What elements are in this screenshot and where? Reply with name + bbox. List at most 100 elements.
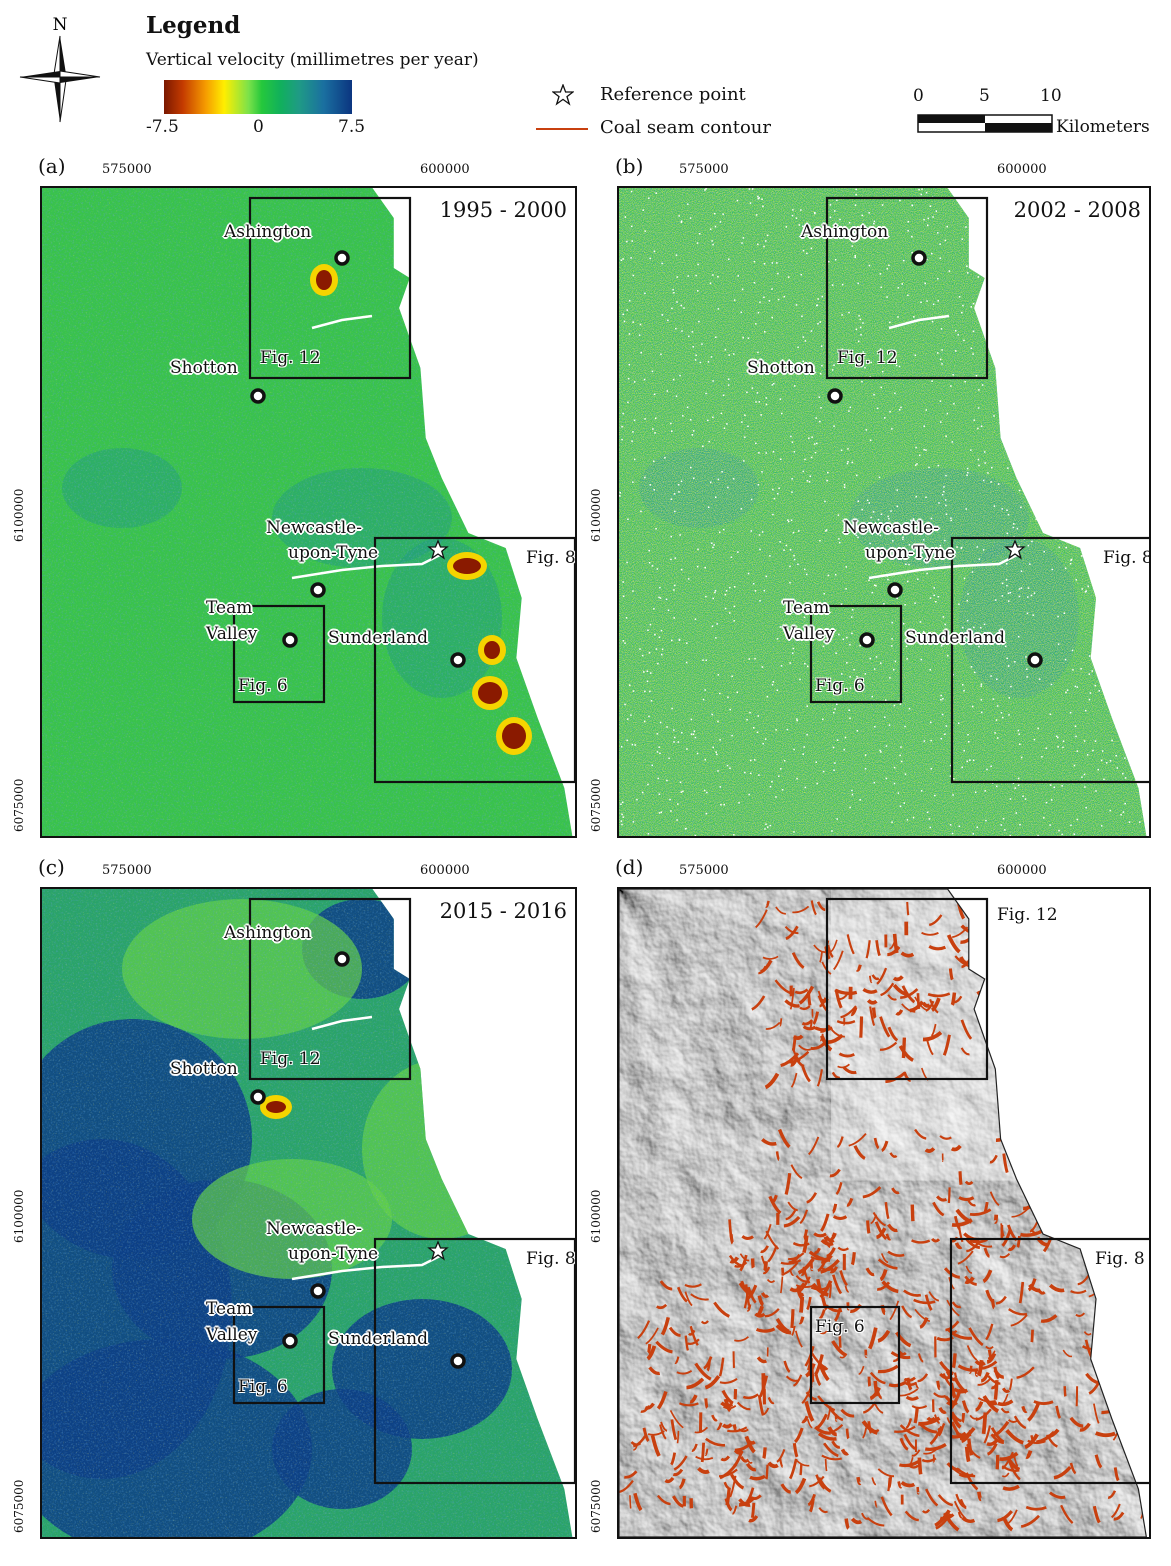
place-shotton: Shotton <box>747 358 815 378</box>
y-tick-label: 6075000 <box>589 778 603 832</box>
town-marker-icon <box>334 250 350 266</box>
scale-tick-10: 10 <box>1040 86 1062 106</box>
fig12-extent-box <box>825 196 989 380</box>
panel-letter: (a) <box>38 154 66 178</box>
north-label: N <box>53 15 68 35</box>
fig6-label: Fig. 6 <box>815 676 865 696</box>
map-raster <box>619 188 1149 836</box>
place-sunderland: Sunderland <box>328 628 429 648</box>
x-tick-label: 575000 <box>679 162 729 177</box>
coal-seam-label: Coal seam contour <box>600 117 772 138</box>
map-raster <box>42 188 575 836</box>
x-tick-label: 575000 <box>102 863 152 878</box>
town-marker-icon <box>911 250 927 266</box>
fig12-label: Fig. 12 <box>260 348 321 368</box>
place-team: Team <box>206 1299 253 1319</box>
reference-star-icon <box>1004 539 1026 560</box>
reference-point-label: Reference point <box>600 84 746 105</box>
town-marker-icon <box>859 632 875 648</box>
town-marker-icon <box>1027 652 1043 668</box>
place-ashington: Ashington <box>224 222 312 242</box>
fig8-label: Fig. 8 <box>526 548 576 568</box>
fig8-label: Fig. 8 <box>1103 548 1151 568</box>
fig8-label: Fig. 8 <box>1095 1249 1145 1269</box>
colorbar-tick-max: 7.5 <box>338 117 366 137</box>
panel-letter: (c) <box>38 855 65 879</box>
fig8-extent-box <box>373 1237 575 1485</box>
town-marker-icon <box>250 1089 266 1105</box>
town-marker-icon <box>282 632 298 648</box>
place-valley: Valley <box>206 624 258 644</box>
fig12-extent-box <box>248 897 412 1081</box>
place-newcastle-2: upon-Tyne <box>865 543 956 563</box>
y-tick-label: 6100000 <box>12 488 26 542</box>
fig6-extent-box <box>809 604 903 704</box>
legend-subtitle: Vertical velocity (millimetres per year) <box>146 50 479 70</box>
place-newcastle-2: upon-Tyne <box>288 543 379 563</box>
scale-tick-0: 0 <box>913 86 924 106</box>
y-tick-label: 6100000 <box>589 488 603 542</box>
scale-bar <box>917 114 1053 133</box>
x-tick-label: 600000 <box>420 863 470 878</box>
place-team: Team <box>783 598 830 618</box>
place-team: Team <box>206 598 253 618</box>
map-raster <box>619 889 1149 1537</box>
period-label: 2015 - 2016 <box>439 899 567 923</box>
town-marker-icon <box>310 582 326 598</box>
fig8-extent-box <box>949 1237 1149 1485</box>
map-panel-d: Fig. 12 Fig. 8 Fig. 6 <box>617 887 1151 1539</box>
fig8-extent-box <box>950 536 1149 784</box>
reference-star-icon <box>427 539 449 560</box>
fig6-extent-box <box>232 1305 326 1405</box>
colorbar-tick-min: -7.5 <box>146 117 179 137</box>
fig6-label: Fig. 6 <box>815 1317 865 1337</box>
town-marker-icon <box>334 951 350 967</box>
north-arrow-icon: N <box>19 15 101 123</box>
period-label: 1995 - 2000 <box>439 198 567 222</box>
scale-tick-5: 5 <box>979 86 990 106</box>
fig6-label: Fig. 6 <box>238 1377 288 1397</box>
town-marker-icon <box>250 388 266 404</box>
fig12-extent-box <box>248 196 412 380</box>
velocity-colorbar <box>164 80 352 114</box>
place-shotton: Shotton <box>170 1059 238 1079</box>
place-valley: Valley <box>206 1325 258 1345</box>
y-tick-label: 6100000 <box>12 1189 26 1243</box>
map-panel-a: 1995 - 2000 Ashington Shotton Newcastle-upo… <box>40 186 577 838</box>
fig12-label: Fig. 12 <box>260 1049 321 1069</box>
map-raster <box>42 889 575 1537</box>
period-label: 2002 - 2008 <box>1013 198 1141 222</box>
town-marker-icon <box>310 1283 326 1299</box>
map-panel-b: 2002 - 2008 Ashington Shotton Newcastle-upo… <box>617 186 1151 838</box>
y-tick-label: 6075000 <box>12 1479 26 1533</box>
star-icon <box>552 84 574 106</box>
place-newcastle-1: Newcastle- <box>843 518 939 538</box>
place-newcastle-2: upon-Tyne <box>288 1244 379 1264</box>
legend-title: Legend <box>146 12 241 39</box>
fig8-label: Fig. 8 <box>526 1249 576 1269</box>
place-newcastle-1: Newcastle- <box>266 518 362 538</box>
fig6-label: Fig. 6 <box>238 676 288 696</box>
colorbar-tick-mid: 0 <box>253 117 264 137</box>
coal-seam-line-icon <box>536 128 588 130</box>
y-tick-label: 6075000 <box>589 1479 603 1533</box>
y-tick-label: 6075000 <box>12 778 26 832</box>
place-shotton: Shotton <box>170 358 238 378</box>
place-valley: Valley <box>783 624 835 644</box>
place-newcastle-1: Newcastle- <box>266 1219 362 1239</box>
x-tick-label: 600000 <box>997 863 1047 878</box>
x-tick-label: 600000 <box>420 162 470 177</box>
town-marker-icon <box>450 652 466 668</box>
map-panel-c: 2015 - 2016 Ashington Shotton Newcastle-upo… <box>40 887 577 1539</box>
fig6-extent-box <box>232 604 326 704</box>
fig8-extent-box <box>373 536 575 784</box>
place-sunderland: Sunderland <box>328 1329 429 1349</box>
panel-letter: (b) <box>615 154 644 178</box>
fig12-label: Fig. 12 <box>997 905 1058 925</box>
town-marker-icon <box>450 1353 466 1369</box>
place-sunderland: Sunderland <box>905 628 1006 648</box>
town-marker-icon <box>282 1333 298 1349</box>
scale-unit: Kilometers <box>1056 117 1150 137</box>
place-ashington: Ashington <box>801 222 889 242</box>
town-marker-icon <box>827 388 843 404</box>
